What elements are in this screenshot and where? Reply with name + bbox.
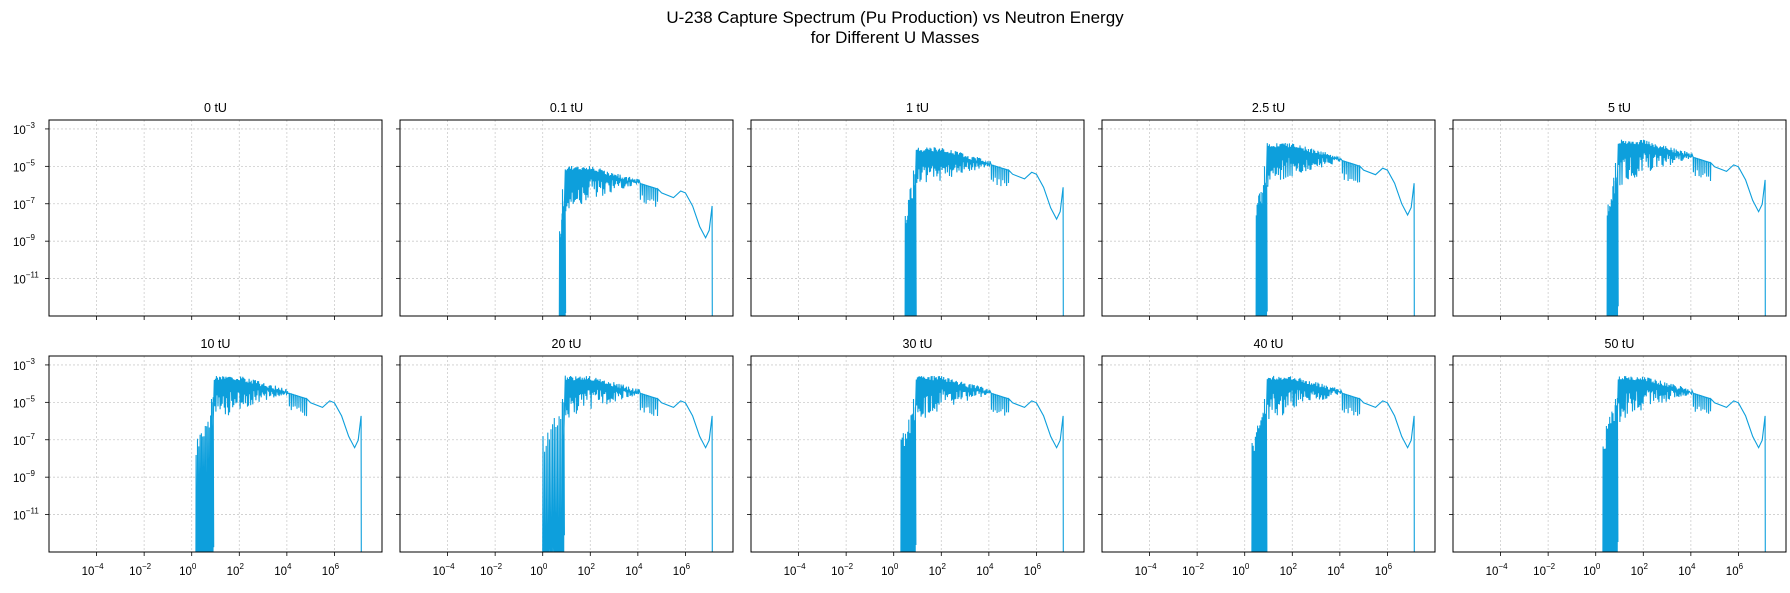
x-tick-label: 104 (1678, 562, 1696, 578)
x-tick-label: 10−2 (1533, 562, 1555, 578)
x-tick-label: 106 (1726, 562, 1744, 578)
y-tick-label: 10−3 (13, 121, 35, 137)
y-tick-label: 10−9 (13, 469, 35, 485)
panel-title: 0 tU (204, 101, 227, 115)
series-line (195, 375, 362, 552)
subplot-2: 1 tU (747, 101, 1085, 320)
axes-frame (750, 119, 1085, 317)
axes-frame (1101, 355, 1436, 553)
series-line (1602, 376, 1766, 552)
y-tick-label: 10−7 (13, 196, 35, 212)
axes-frame (1101, 119, 1436, 317)
panel-title: 50 tU (1605, 337, 1635, 351)
series-line (1255, 142, 1415, 316)
series-line (542, 375, 713, 552)
panel-title: 5 tU (1608, 101, 1631, 115)
x-tick-label: 100 (530, 562, 548, 578)
x-tick-label: 104 (274, 562, 292, 578)
x-tick-label: 10−4 (1135, 562, 1157, 578)
x-tick-label: 106 (1024, 562, 1042, 578)
y-tick-label: 10−11 (13, 507, 39, 523)
x-tick-label: 106 (322, 562, 340, 578)
panel-title: 1 tU (906, 101, 929, 115)
panel-title: 40 tU (1254, 337, 1284, 351)
y-tick-label: 10−5 (13, 394, 35, 410)
subplot-5: 10 tU 10−4 10−2 100 102 104 106 10−3 10−5 10−7 10−… (13, 337, 383, 578)
panel-title: 0.1 tU (550, 101, 583, 115)
axes-frame (399, 119, 734, 317)
axes-frame (399, 355, 734, 553)
axes-frame (48, 355, 383, 553)
x-tick-label: 100 (1583, 562, 1601, 578)
series-line (1606, 139, 1766, 316)
x-tick-label: 10−2 (831, 562, 853, 578)
subplot-0: 0 tU 10−3 10−5 10−7 10−9 10−11 (13, 101, 383, 320)
subplot-6: 20 tU 10−4 10−2 100 102 104 106 (396, 337, 734, 578)
y-tick-label: 10−5 (13, 158, 35, 174)
y-tick-label: 10−7 (13, 432, 35, 448)
x-tick-label: 100 (179, 562, 197, 578)
subplot-4: 5 tU (1449, 101, 1787, 320)
subplot-3: 2.5 tU (1098, 101, 1436, 320)
series-line (558, 165, 713, 316)
x-tick-label: 104 (1327, 562, 1345, 578)
x-tick-label: 100 (881, 562, 899, 578)
axes-frame (750, 355, 1085, 553)
x-tick-label: 10−4 (82, 562, 104, 578)
axes-frame (48, 119, 383, 317)
subplot-7: 30 tU 10−4 10−2 100 102 104 106 (747, 337, 1085, 578)
series-line (904, 147, 1064, 316)
panel-title: 20 tU (552, 337, 582, 351)
x-tick-label: 10−2 (129, 562, 151, 578)
x-tick-label: 106 (1375, 562, 1393, 578)
subplot-8: 40 tU 10−4 10−2 100 102 104 106 (1098, 337, 1436, 578)
series-line (900, 375, 1064, 552)
x-tick-label: 106 (673, 562, 691, 578)
x-tick-label: 102 (227, 562, 245, 578)
x-tick-label: 10−4 (784, 562, 806, 578)
x-tick-label: 104 (976, 562, 994, 578)
subplot-1: 0.1 tU (396, 101, 734, 320)
axes-frame (1452, 355, 1787, 553)
x-tick-label: 10−2 (1182, 562, 1204, 578)
x-tick-label: 102 (929, 562, 947, 578)
x-tick-label: 10−4 (1486, 562, 1508, 578)
x-tick-label: 104 (625, 562, 643, 578)
x-tick-label: 102 (1631, 562, 1649, 578)
x-tick-label: 10−4 (433, 562, 455, 578)
axes-frame (1452, 119, 1787, 317)
series-line (1251, 375, 1415, 552)
panel-title: 10 tU (201, 337, 231, 351)
x-tick-label: 102 (1280, 562, 1298, 578)
x-tick-label: 100 (1232, 562, 1250, 578)
figure-subtitle: for Different U Masses (810, 28, 980, 47)
subplot-9: 50 tU 10−4 10−2 100 102 104 106 (1449, 337, 1787, 578)
y-tick-label: 10−11 (13, 271, 39, 287)
x-tick-label: 10−2 (480, 562, 502, 578)
y-tick-label: 10−9 (13, 233, 35, 249)
x-tick-label: 102 (578, 562, 596, 578)
figure-title: U-238 Capture Spectrum (Pu Production) v… (666, 8, 1124, 27)
panel-title: 2.5 tU (1252, 101, 1285, 115)
panel-title: 30 tU (903, 337, 933, 351)
y-tick-label: 10−3 (13, 357, 35, 373)
